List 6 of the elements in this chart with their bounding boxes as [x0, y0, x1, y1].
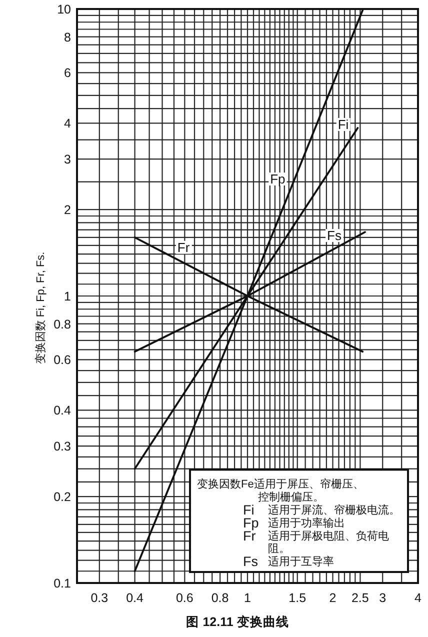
note: Fr 适用于屏极电阻、负荷电阻。 — [243, 528, 389, 556]
note: Fi 适用于屏流、帘栅极电流。 — [243, 502, 400, 518]
note: Fs 适用于互导率 — [243, 554, 334, 570]
note: 变换因数Fe适用于屏压、帘栅压、控制栅偏压。 — [197, 478, 364, 504]
caption: 图 12.11 变换曲线 — [186, 615, 289, 629]
note: Fp 适用于功率输出 — [243, 515, 345, 530]
